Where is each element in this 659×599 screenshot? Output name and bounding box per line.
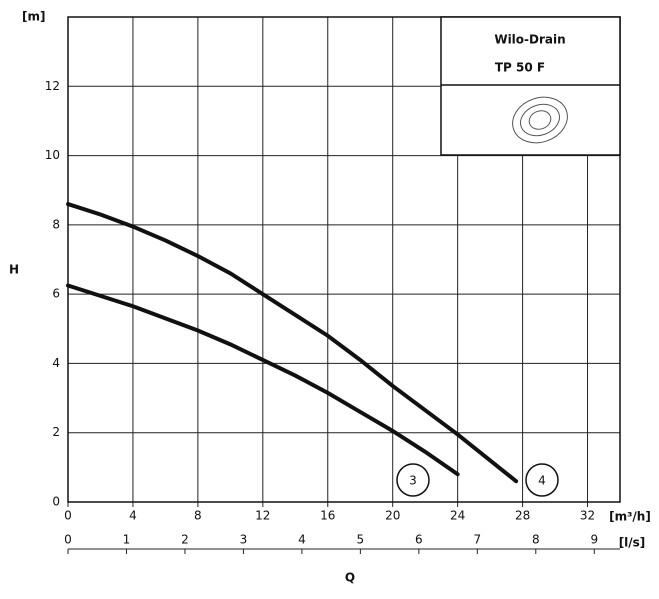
x2-tick-label: 3 [240, 533, 248, 547]
x-tick-label: 4 [129, 509, 137, 523]
y-tick-label: 8 [52, 217, 60, 231]
x-tick-label: 12 [255, 509, 270, 523]
curve-label: 3 [409, 474, 417, 488]
y-tick-label: 4 [52, 356, 60, 370]
x-tick-label: 32 [580, 509, 595, 523]
y-tick-label: 12 [45, 79, 60, 93]
y-unit: [m] [22, 10, 45, 24]
chart: [m] H Q [m³/h] [l/s] 0246810120481216202… [0, 0, 659, 595]
x2-tick-label: 6 [415, 533, 423, 547]
legend-title: Wilo-Drain [494, 33, 565, 47]
y-tick-label: 2 [52, 425, 60, 439]
curve-label: 4 [538, 474, 546, 488]
x2-tick-label: 8 [532, 533, 540, 547]
x2-tick-label: 2 [181, 533, 189, 547]
x-tick-label: 28 [515, 509, 530, 523]
y-tick-label: 6 [52, 287, 60, 301]
x2-unit: [l/s] [619, 536, 646, 550]
x-tick-label: 0 [64, 509, 72, 523]
x2-tick-label: 7 [474, 533, 482, 547]
x2-tick-label: 9 [590, 533, 598, 547]
y-axis-label: H [9, 263, 19, 277]
x-tick-label: 8 [194, 509, 202, 523]
x-tick-label: 20 [385, 509, 400, 523]
x-unit: [m³/h] [609, 510, 651, 524]
y-tick-label: 0 [52, 495, 60, 509]
y-tick-label: 10 [45, 148, 60, 162]
curve [68, 204, 516, 481]
x2-tick-label: 5 [357, 533, 365, 547]
x-tick-label: 16 [320, 509, 335, 523]
x2-tick-label: 4 [298, 533, 306, 547]
x-axis-label: Q [345, 571, 355, 585]
x-tick-label: 24 [450, 509, 465, 523]
legend-title: TP 50 F [495, 61, 545, 75]
x2-tick-label: 0 [64, 533, 72, 547]
x2-tick-label: 1 [123, 533, 131, 547]
